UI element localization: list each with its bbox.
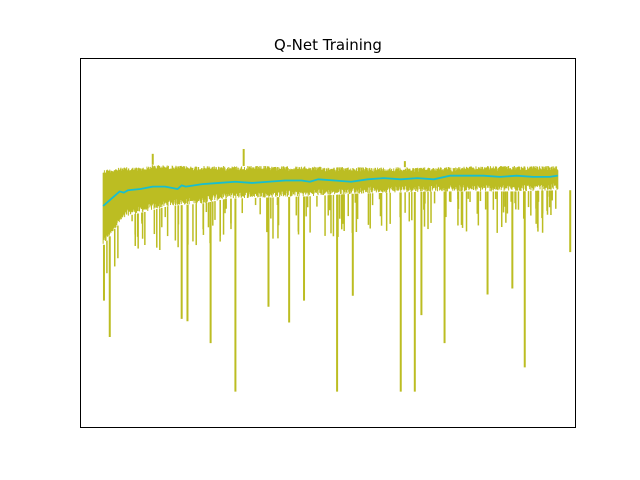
- running-average-line: [102, 174, 558, 207]
- running-average-layer: [102, 174, 558, 207]
- chart-title: Q-Net Training: [274, 36, 382, 54]
- raw-reward-band: [102, 148, 572, 392]
- plot-frame: [80, 58, 576, 428]
